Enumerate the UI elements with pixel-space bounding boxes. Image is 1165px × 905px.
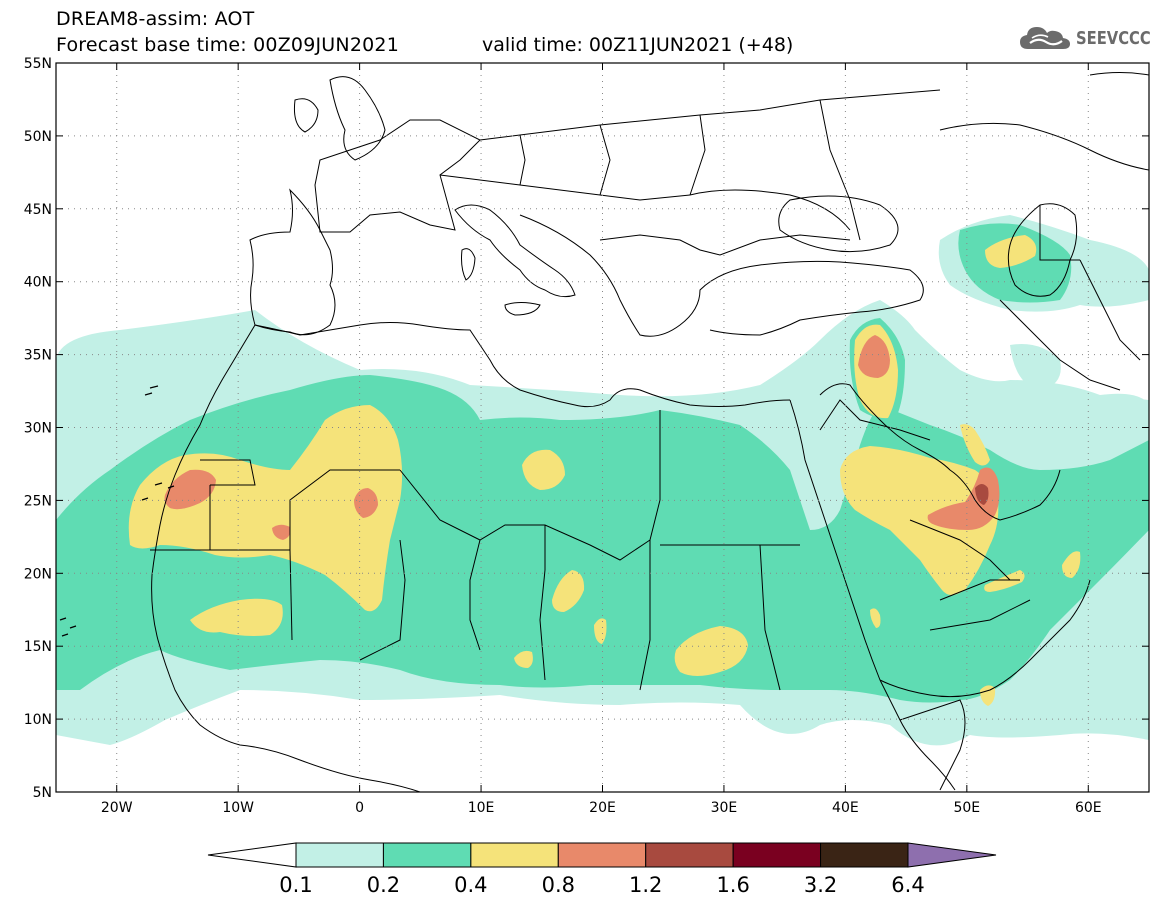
colorbar-label: 0.1 [279, 873, 312, 897]
lat-tick-label: 45N [24, 202, 52, 218]
colorbar: 0.1 0.2 0.4 0.8 1.2 1.6 3.2 6.4 [207, 842, 997, 897]
lat-tick-label: 30N [24, 421, 52, 437]
lon-tick-label: 30E [711, 800, 738, 816]
aot-level-0-1 [56, 215, 1149, 746]
grid-lines [56, 63, 1149, 792]
aot-contours [56, 215, 1149, 746]
aot-level-0-4 [128, 235, 1081, 706]
longitude-axis: 20W 10W 0 10E 20E 30E 40E 50E 60E [101, 63, 1102, 816]
valid-time: valid time: 00Z11JUN2021 (+48) [482, 34, 794, 56]
colorbar-segment [557, 842, 647, 868]
lon-tick-label: 50E [953, 800, 980, 816]
logo-text: SEEVCCC [1076, 27, 1151, 49]
forecast-base-time: Forecast base time: 00Z09JUN2021 [56, 34, 399, 56]
lat-tick-label: 10N [24, 712, 52, 728]
aot-level-0-8 [164, 335, 1000, 540]
seevccc-logo: SEEVCCC [1018, 22, 1165, 54]
lat-tick-label: 35N [24, 348, 52, 364]
coastlines-and-borders [59, 72, 1149, 792]
colorbar-segment [732, 842, 822, 868]
lon-tick-label: 40E [832, 800, 859, 816]
lon-tick-label: 60E [1075, 800, 1102, 816]
colorbar-segment [295, 842, 384, 868]
latitude-axis: 55N 50N 45N 40N 35N 30N 25N 20N 15N 10N 5N [24, 56, 1149, 801]
colorbar-label: 1.6 [716, 873, 749, 897]
lat-tick-label: 25N [24, 493, 52, 509]
lat-tick-label: 55N [24, 56, 52, 72]
colorbar-segment [645, 842, 734, 868]
colorbar-segment [470, 842, 559, 868]
colorbar-label: 0.8 [542, 873, 575, 897]
colorbar-min-triangle [207, 842, 297, 868]
lat-tick-label: 50N [24, 129, 52, 145]
colorbar-label: 3.2 [804, 873, 837, 897]
lon-tick-label: 0 [355, 800, 364, 816]
aot-level-0-2 [56, 223, 1149, 703]
colorbar-label: 0.4 [454, 873, 487, 897]
lat-tick-label: 20N [24, 566, 52, 582]
lat-tick-label: 15N [24, 639, 52, 655]
lon-tick-label: 10W [222, 800, 254, 816]
map-title: DREAM8-assim: AOT [56, 8, 255, 30]
colorbar-segment [820, 842, 909, 868]
colorbar-segment [382, 842, 472, 868]
colorbar-label: 1.2 [629, 873, 662, 897]
lat-tick-label: 5N [33, 785, 52, 801]
lat-tick-label: 40N [24, 275, 52, 291]
colorbar-label: 6.4 [891, 873, 924, 897]
aot-level-1-2 [975, 484, 989, 505]
cloud-icon [1020, 27, 1070, 49]
lon-tick-label: 10E [468, 800, 495, 816]
lon-tick-label: 20W [101, 800, 133, 816]
colorbar-max-triangle [907, 842, 997, 868]
colorbar-label: 0.2 [367, 873, 400, 897]
map-frame [55, 62, 1150, 793]
lon-tick-label: 20E [589, 800, 616, 816]
